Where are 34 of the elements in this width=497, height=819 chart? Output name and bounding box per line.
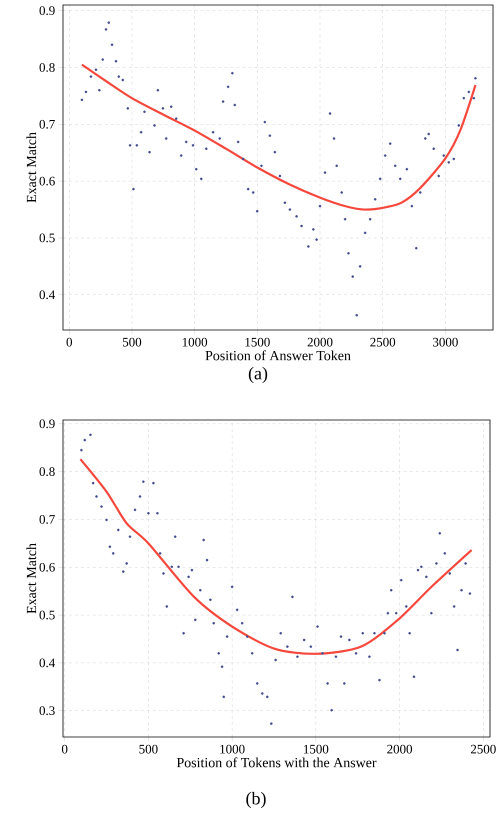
x-tick-label: 500 bbox=[122, 338, 142, 347]
line-series bbox=[80, 64, 477, 211]
x-tick-label: 1000 bbox=[182, 338, 208, 347]
x-tick-label: 0 bbox=[62, 744, 68, 754]
x-tick-label: 2000 bbox=[308, 338, 332, 347]
y-tick-label: 0.3 bbox=[40, 706, 55, 716]
y-tick-label: 0.6 bbox=[40, 562, 55, 572]
y-tick-label: 0.7 bbox=[40, 120, 55, 129]
line-series bbox=[79, 458, 473, 655]
x-tick-label: 500 bbox=[139, 744, 158, 754]
y-tick-label: 0.9 bbox=[40, 419, 55, 428]
x-tick-label: 0 bbox=[66, 338, 72, 347]
text: (b) bbox=[246, 792, 266, 808]
y-tick-label: 0.9 bbox=[40, 6, 55, 16]
y-tick-label: 0.4 bbox=[40, 658, 56, 668]
y-axis-title: Exact Match bbox=[26, 132, 36, 203]
y-tick-label: 0.5 bbox=[40, 234, 55, 242]
y-tick-label: 0.5 bbox=[40, 610, 55, 620]
x-tick-label: 1500 bbox=[304, 744, 328, 754]
x-tick-label: 1500 bbox=[246, 338, 270, 347]
x-tick-label: 2500 bbox=[470, 744, 496, 754]
x-axis-title: Position of Tokens with the Answer bbox=[176, 757, 376, 768]
y-tick-label: 0.4 bbox=[40, 290, 56, 300]
x-tick-label: 3000 bbox=[433, 338, 458, 347]
y-tick-label: 0.6 bbox=[40, 176, 55, 186]
x-tick-label: 2500 bbox=[370, 338, 396, 347]
x-tick-label: 2000 bbox=[387, 744, 412, 754]
y-tick-label: 0.8 bbox=[40, 467, 55, 476]
y-axis-title: Exact Match bbox=[26, 543, 36, 614]
x-axis-title: Position of Answer Token bbox=[205, 350, 351, 360]
x-tick-label: 1000 bbox=[220, 744, 245, 754]
y-tick-label: 0.8 bbox=[40, 63, 55, 72]
y-tick-label: 0.7 bbox=[40, 515, 55, 524]
text: (a) bbox=[248, 366, 268, 384]
